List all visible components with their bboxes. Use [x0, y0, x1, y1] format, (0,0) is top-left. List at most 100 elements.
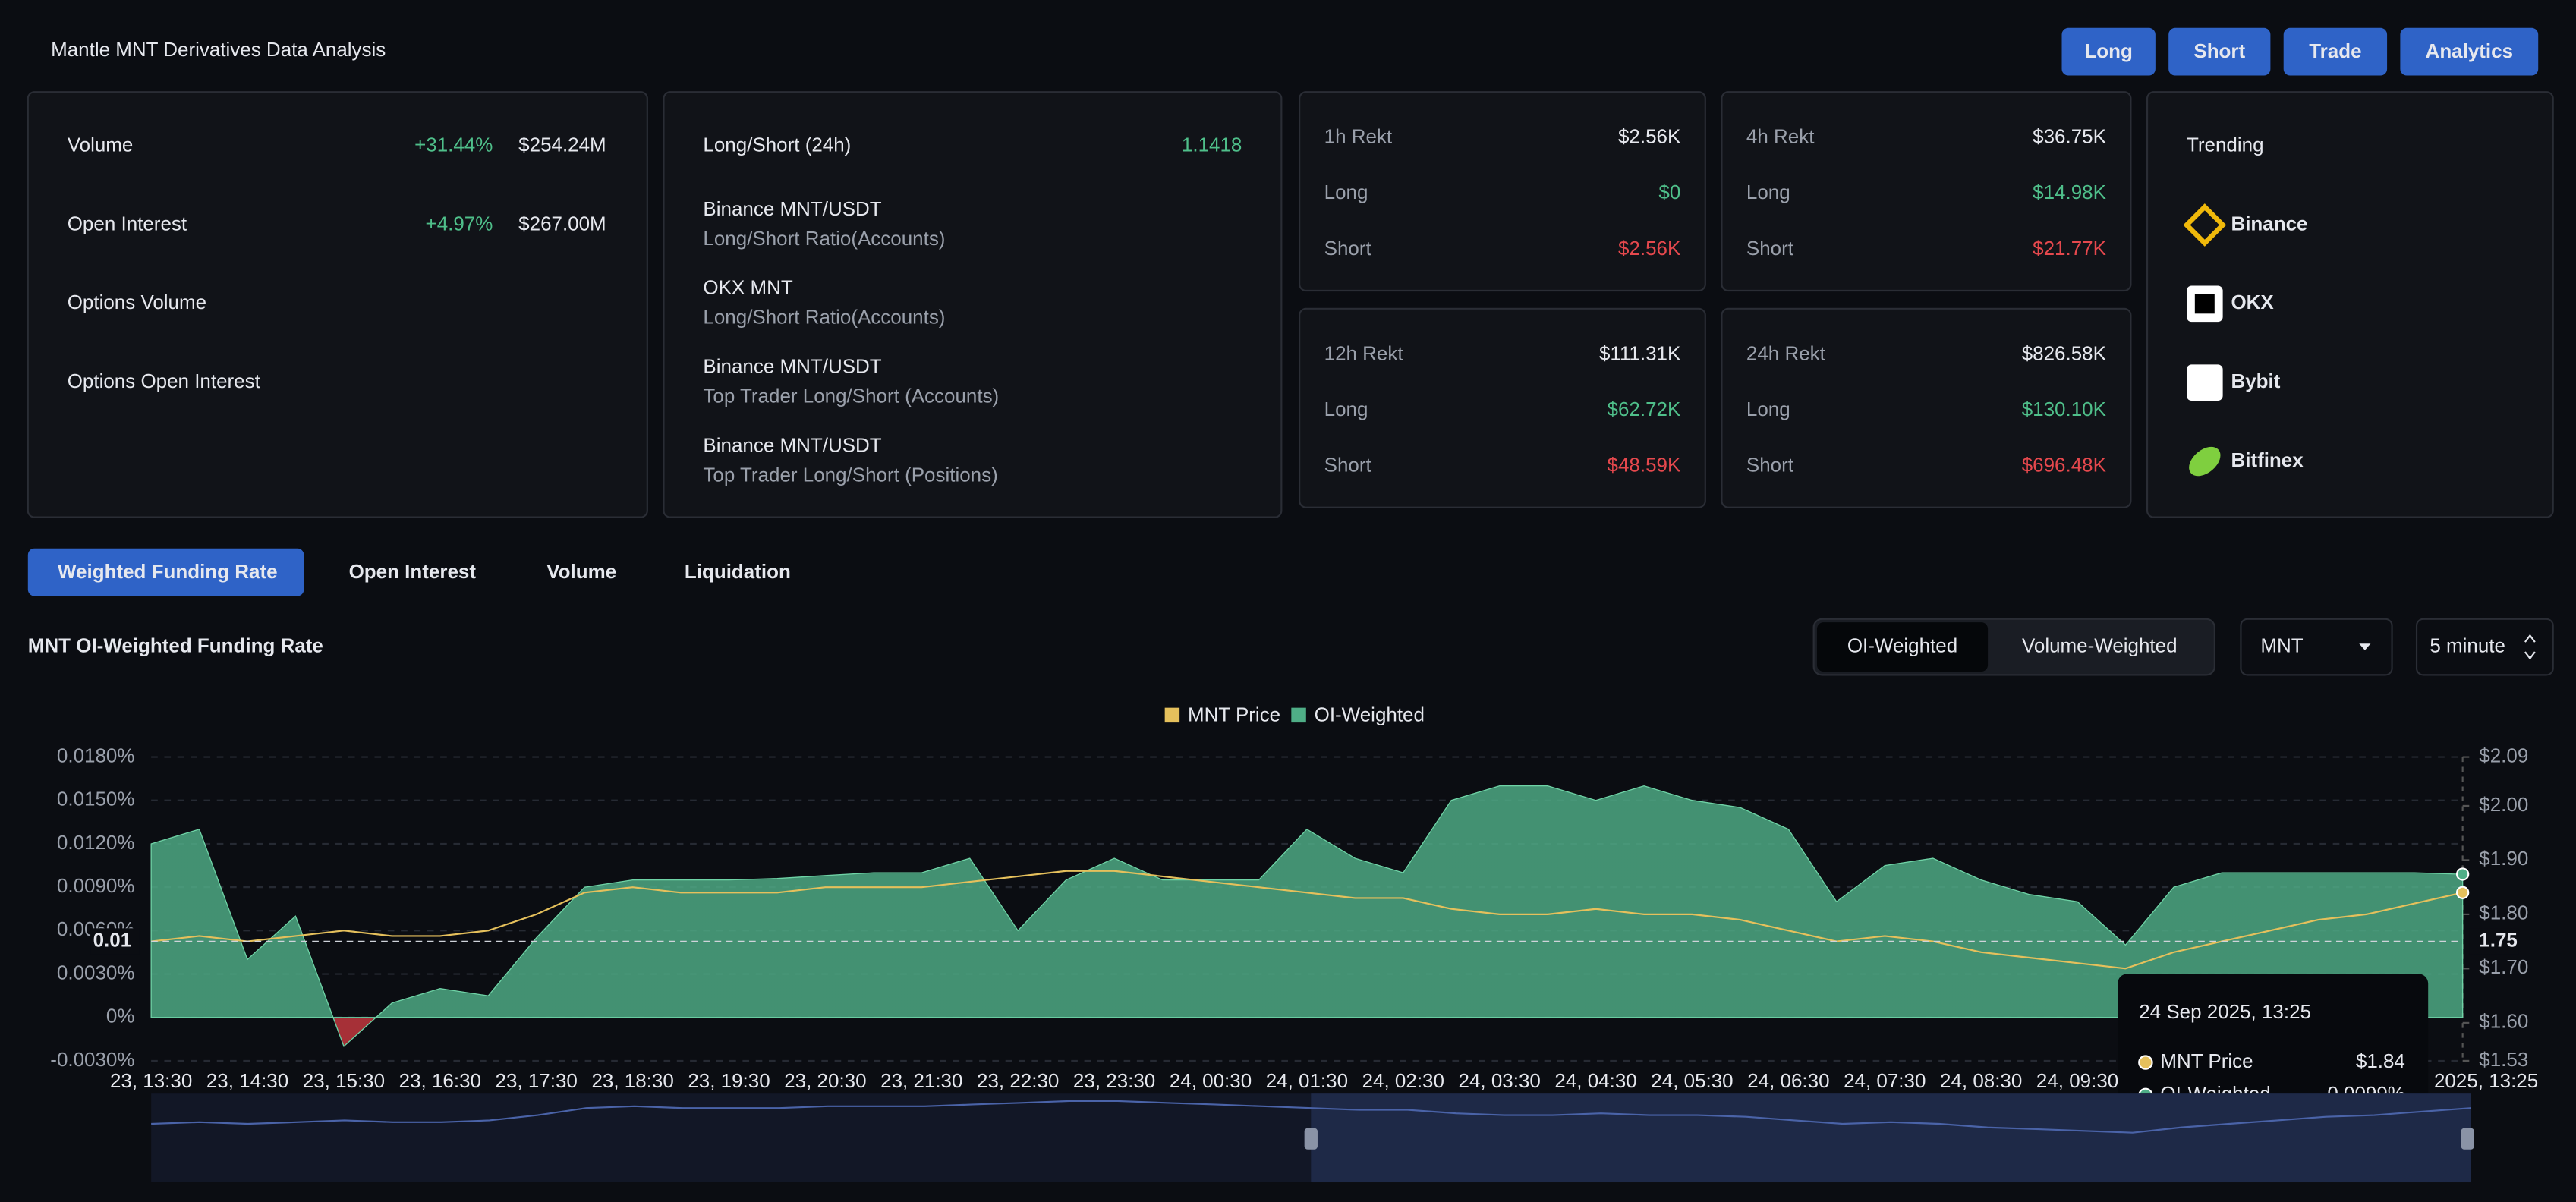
x-tick-label: 24, 05:30 — [1651, 1069, 1733, 1092]
rekt-title: 12h Rekt — [1324, 341, 1404, 364]
x-tick-label: 23, 15:30 — [303, 1069, 385, 1092]
y2-tick-label: $2.09 — [2479, 744, 2528, 766]
y2-tick-label: $1.90 — [2479, 847, 2528, 870]
tooltip-dot — [2139, 1056, 2152, 1068]
toggle-label: Volume-Weighted — [2022, 634, 2178, 656]
ratio-name: OKX MNT — [703, 276, 792, 299]
x-tick-label: 24, 09:30 — [2036, 1069, 2118, 1092]
y-tick-label: 0% — [106, 1005, 135, 1027]
rekt-title: 24h Rekt — [1746, 341, 1826, 364]
x-tick-label: 23, 23:30 — [1073, 1069, 1155, 1092]
x-tick-label: 23, 20:30 — [784, 1069, 866, 1092]
rekt-row-value: $0 — [1658, 181, 1680, 203]
overview-change: +4.97% — [426, 212, 493, 234]
navigator-handle[interactable] — [1305, 1128, 1318, 1150]
rekt-title: 4h Rekt — [1746, 125, 1815, 148]
trending-title: Trending — [2187, 133, 2264, 156]
y-tick-label: 0.0180% — [57, 744, 135, 766]
x-tick-label: 23, 19:30 — [688, 1069, 770, 1092]
ratio-name: Binance MNT/USDT — [703, 197, 881, 220]
x-tick-label: 23, 14:30 — [206, 1069, 288, 1092]
x-tick-label: 24, 00:30 — [1170, 1069, 1252, 1092]
overview-value: $254.24M — [518, 133, 606, 156]
navigator-handle[interactable] — [2461, 1128, 2474, 1150]
legend-swatch — [1291, 708, 1305, 722]
y2-tick-label: $1.70 — [2479, 955, 2528, 978]
tooltip-value: $1.84 — [2356, 1049, 2405, 1072]
x-tick-label: 24, 08:30 — [1940, 1069, 2022, 1092]
tab: Weighted Funding Rate — [58, 560, 278, 583]
rekt-row-label: Long — [1324, 181, 1368, 203]
overview-label: Options Volume — [68, 291, 206, 313]
rekt-total: $826.58K — [2022, 341, 2107, 364]
x-tick-label: 24, 04:30 — [1554, 1069, 1636, 1092]
nav-button-label: Short — [2193, 39, 2245, 62]
rekt-row-label: Long — [1746, 398, 1790, 420]
x-tick-label: 24, 02:30 — [1362, 1069, 1444, 1092]
rekt-total: $2.56K — [1618, 125, 1681, 148]
rekt-row-value: $62.72K — [1608, 398, 1681, 420]
rekt-row-value: $2.56K — [1618, 237, 1681, 260]
navigator-window[interactable] — [1311, 1093, 2471, 1182]
ratio-name: Binance MNT/USDT — [703, 355, 881, 378]
long-short-value: 1.1418 — [1182, 133, 1242, 156]
overview-label: Open Interest — [68, 212, 187, 234]
ratio-sub: Top Trader Long/Short (Positions) — [703, 463, 997, 486]
rekt-row-label: Short — [1324, 237, 1372, 260]
y2-tick-label: $2.00 — [2479, 793, 2528, 816]
rekt-row-label: Short — [1746, 237, 1794, 260]
x-tick-label: 24, 07:30 — [1844, 1069, 1926, 1092]
ratio-name: Binance MNT/USDT — [703, 433, 881, 456]
y-tick-label: 0.0120% — [57, 831, 135, 854]
ratio-sub: Long/Short Ratio(Accounts) — [703, 306, 945, 329]
rekt-row-label: Long — [1324, 398, 1368, 420]
rekt-row-value: $696.48K — [2022, 453, 2107, 476]
rekt-row-value: $21.77K — [2033, 237, 2106, 260]
overview-label: Volume — [68, 133, 134, 156]
y2-tick-label: $1.60 — [2479, 1010, 2528, 1033]
overview-value: $267.00M — [518, 212, 606, 234]
rekt-title: 1h Rekt — [1324, 125, 1393, 148]
x-tick-label: 23, 22:30 — [977, 1069, 1059, 1092]
tab: Open Interest — [349, 560, 477, 583]
rekt-row-label: Short — [1746, 453, 1794, 476]
rekt-row-value: $130.10K — [2022, 398, 2107, 420]
y-tick-label: 0.0090% — [57, 874, 135, 897]
nav-button-label: Long — [2084, 39, 2132, 62]
exchange-name: Bybit — [2231, 370, 2280, 392]
tab: Liquidation — [685, 560, 791, 583]
crosshair-y2-label: 1.75 — [2479, 928, 2518, 951]
rekt-row-label: Short — [1324, 453, 1372, 476]
x-tick-label: 23, 13:30 — [110, 1069, 192, 1092]
long-short-title: Long/Short (24h) — [703, 133, 851, 156]
ratio-sub: Long/Short Ratio(Accounts) — [703, 227, 945, 250]
x-tick-label: 23, 18:30 — [591, 1069, 673, 1092]
x-tick-label: 23, 16:30 — [399, 1069, 481, 1092]
x-tick-label: 24, 03:30 — [1459, 1069, 1541, 1092]
x-tick-label: 23, 17:30 — [496, 1069, 578, 1092]
rekt-row-value: $14.98K — [2033, 181, 2106, 203]
interval-select-label: 5 minute — [2430, 634, 2505, 656]
exchange-name: Bitfinex — [2231, 448, 2304, 471]
exchange-name: Binance — [2231, 212, 2307, 234]
rekt-total: $36.75K — [2033, 125, 2106, 148]
section-title: MNT OI-Weighted Funding Rate — [28, 634, 323, 656]
y2-tick-label: $1.80 — [2479, 902, 2528, 924]
y-tick-label: -0.0030% — [50, 1048, 134, 1071]
ratio-sub: Top Trader Long/Short (Accounts) — [703, 385, 999, 407]
crosshair-y-label: 0.01 — [93, 928, 132, 951]
overview-label: Options Open Interest — [68, 370, 261, 392]
end-dot — [2457, 868, 2468, 879]
x-tick-label: 24, 06:30 — [1747, 1069, 1829, 1092]
nav-button-label: Trade — [2309, 39, 2361, 62]
x-tick-label: 23, 21:30 — [880, 1069, 962, 1092]
toggle-label: OI-Weighted — [1847, 634, 1957, 656]
rekt-row-value: $48.59K — [1608, 453, 1681, 476]
exchange-icon — [2187, 364, 2223, 401]
page-title: Mantle MNT Derivatives Data Analysis — [51, 38, 386, 61]
tooltip-title: 24 Sep 2025, 13:25 — [2139, 1000, 2311, 1023]
exchange-icon-mark — [2195, 294, 2215, 313]
symbol-select-label: MNT — [2260, 634, 2303, 656]
